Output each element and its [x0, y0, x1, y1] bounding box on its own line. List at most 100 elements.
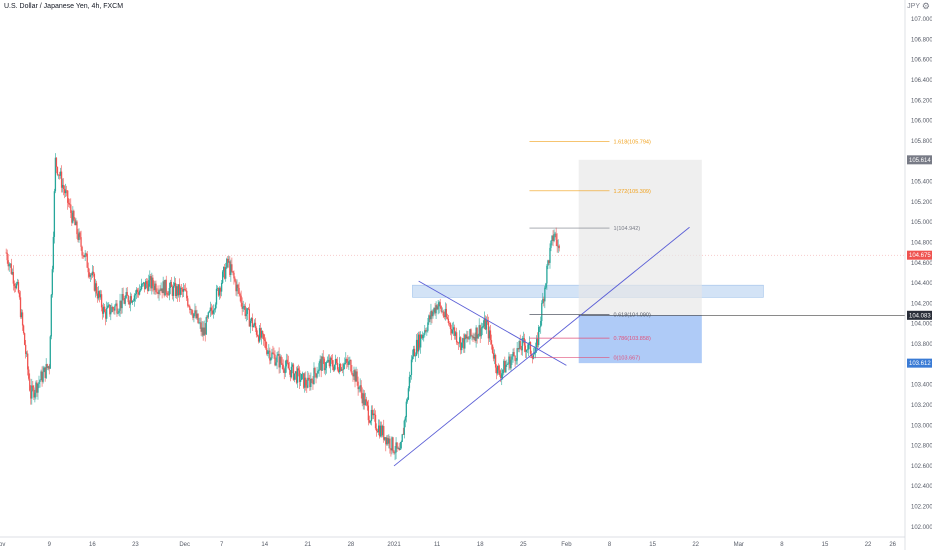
candle-body [393, 451, 395, 454]
candle [432, 309, 434, 319]
candle [104, 303, 106, 313]
candle [512, 348, 514, 363]
candle-body [511, 356, 513, 360]
candle [225, 262, 227, 282]
candle [121, 288, 123, 314]
candle [295, 366, 298, 385]
candle-body [557, 245, 559, 247]
candle-body [98, 291, 101, 298]
candle-body [223, 266, 225, 272]
candle-body [233, 272, 235, 279]
candle [464, 333, 466, 353]
x-tick-label: 15 [822, 542, 829, 548]
candle-body [354, 370, 356, 382]
candle-body [362, 393, 364, 404]
candle [217, 287, 220, 297]
candle-body [316, 373, 318, 378]
candle-body [260, 331, 263, 338]
candle [380, 421, 382, 438]
candle [257, 334, 260, 344]
candle [91, 265, 93, 278]
candle-body [171, 286, 174, 296]
candle-body [499, 370, 501, 375]
candle-body [204, 327, 206, 335]
candle [190, 308, 192, 315]
candle-body [475, 327, 477, 342]
candle-body [246, 308, 248, 315]
candle-body [322, 356, 324, 359]
candle [354, 368, 356, 388]
candle-body [396, 442, 398, 449]
candle [263, 333, 265, 346]
candle [527, 342, 530, 357]
candle-body [163, 281, 165, 296]
candle [277, 350, 279, 356]
candle [84, 250, 86, 262]
candle [438, 300, 440, 314]
candle [392, 436, 394, 453]
gear-icon[interactable]: ⚙ [921, 1, 930, 11]
candle-body [243, 305, 245, 307]
candle-body [9, 263, 11, 265]
candle [258, 324, 261, 343]
candle [113, 307, 115, 315]
candle [343, 362, 345, 377]
candle [332, 360, 335, 373]
candle-body [49, 336, 51, 369]
candle [209, 301, 211, 317]
candle [462, 337, 464, 348]
candle-body [312, 380, 314, 385]
price-badge: 105.614 [907, 155, 932, 165]
candle [505, 360, 507, 373]
candle-body [253, 322, 256, 326]
candle-body [191, 309, 193, 315]
candle-body [477, 334, 479, 339]
candle-body [346, 359, 348, 362]
candle [162, 276, 164, 294]
candle-body [92, 271, 95, 274]
candle-body [395, 442, 397, 453]
candle-body [490, 340, 493, 345]
candle-body [482, 326, 484, 328]
candle-body [461, 342, 463, 351]
candle-body [527, 343, 530, 350]
candle [555, 227, 557, 247]
candle [288, 361, 291, 375]
candle-body [45, 364, 47, 378]
candle [549, 243, 551, 269]
candle-body [199, 322, 201, 324]
candle-body [15, 283, 18, 289]
candle [477, 333, 479, 339]
candle [241, 297, 243, 316]
candle-body [464, 334, 466, 349]
candle [234, 276, 236, 283]
candle-body [349, 360, 351, 362]
candle-body [150, 276, 152, 289]
candle-body [456, 342, 459, 343]
candle [211, 305, 214, 315]
candle-body [516, 348, 518, 361]
candle [240, 290, 242, 307]
candle-body [422, 335, 424, 339]
candle-body [29, 378, 31, 391]
candle-body [282, 364, 284, 371]
candle-body [180, 287, 183, 290]
candle-body [213, 309, 216, 311]
candle [398, 443, 400, 451]
candle-body [122, 294, 124, 301]
candle [314, 366, 316, 378]
candle [509, 354, 511, 370]
candle [374, 410, 377, 431]
candle-body [311, 378, 313, 381]
candle [544, 285, 546, 309]
candle [181, 287, 184, 298]
candle-body [105, 311, 107, 319]
candle-body [194, 310, 196, 314]
candle [146, 278, 148, 288]
candle-body [110, 312, 112, 315]
candle-body [397, 447, 399, 449]
y-tick-label: 103.400 [911, 383, 932, 389]
x-tick-label: 9 [48, 542, 52, 548]
candle-body [295, 371, 298, 383]
